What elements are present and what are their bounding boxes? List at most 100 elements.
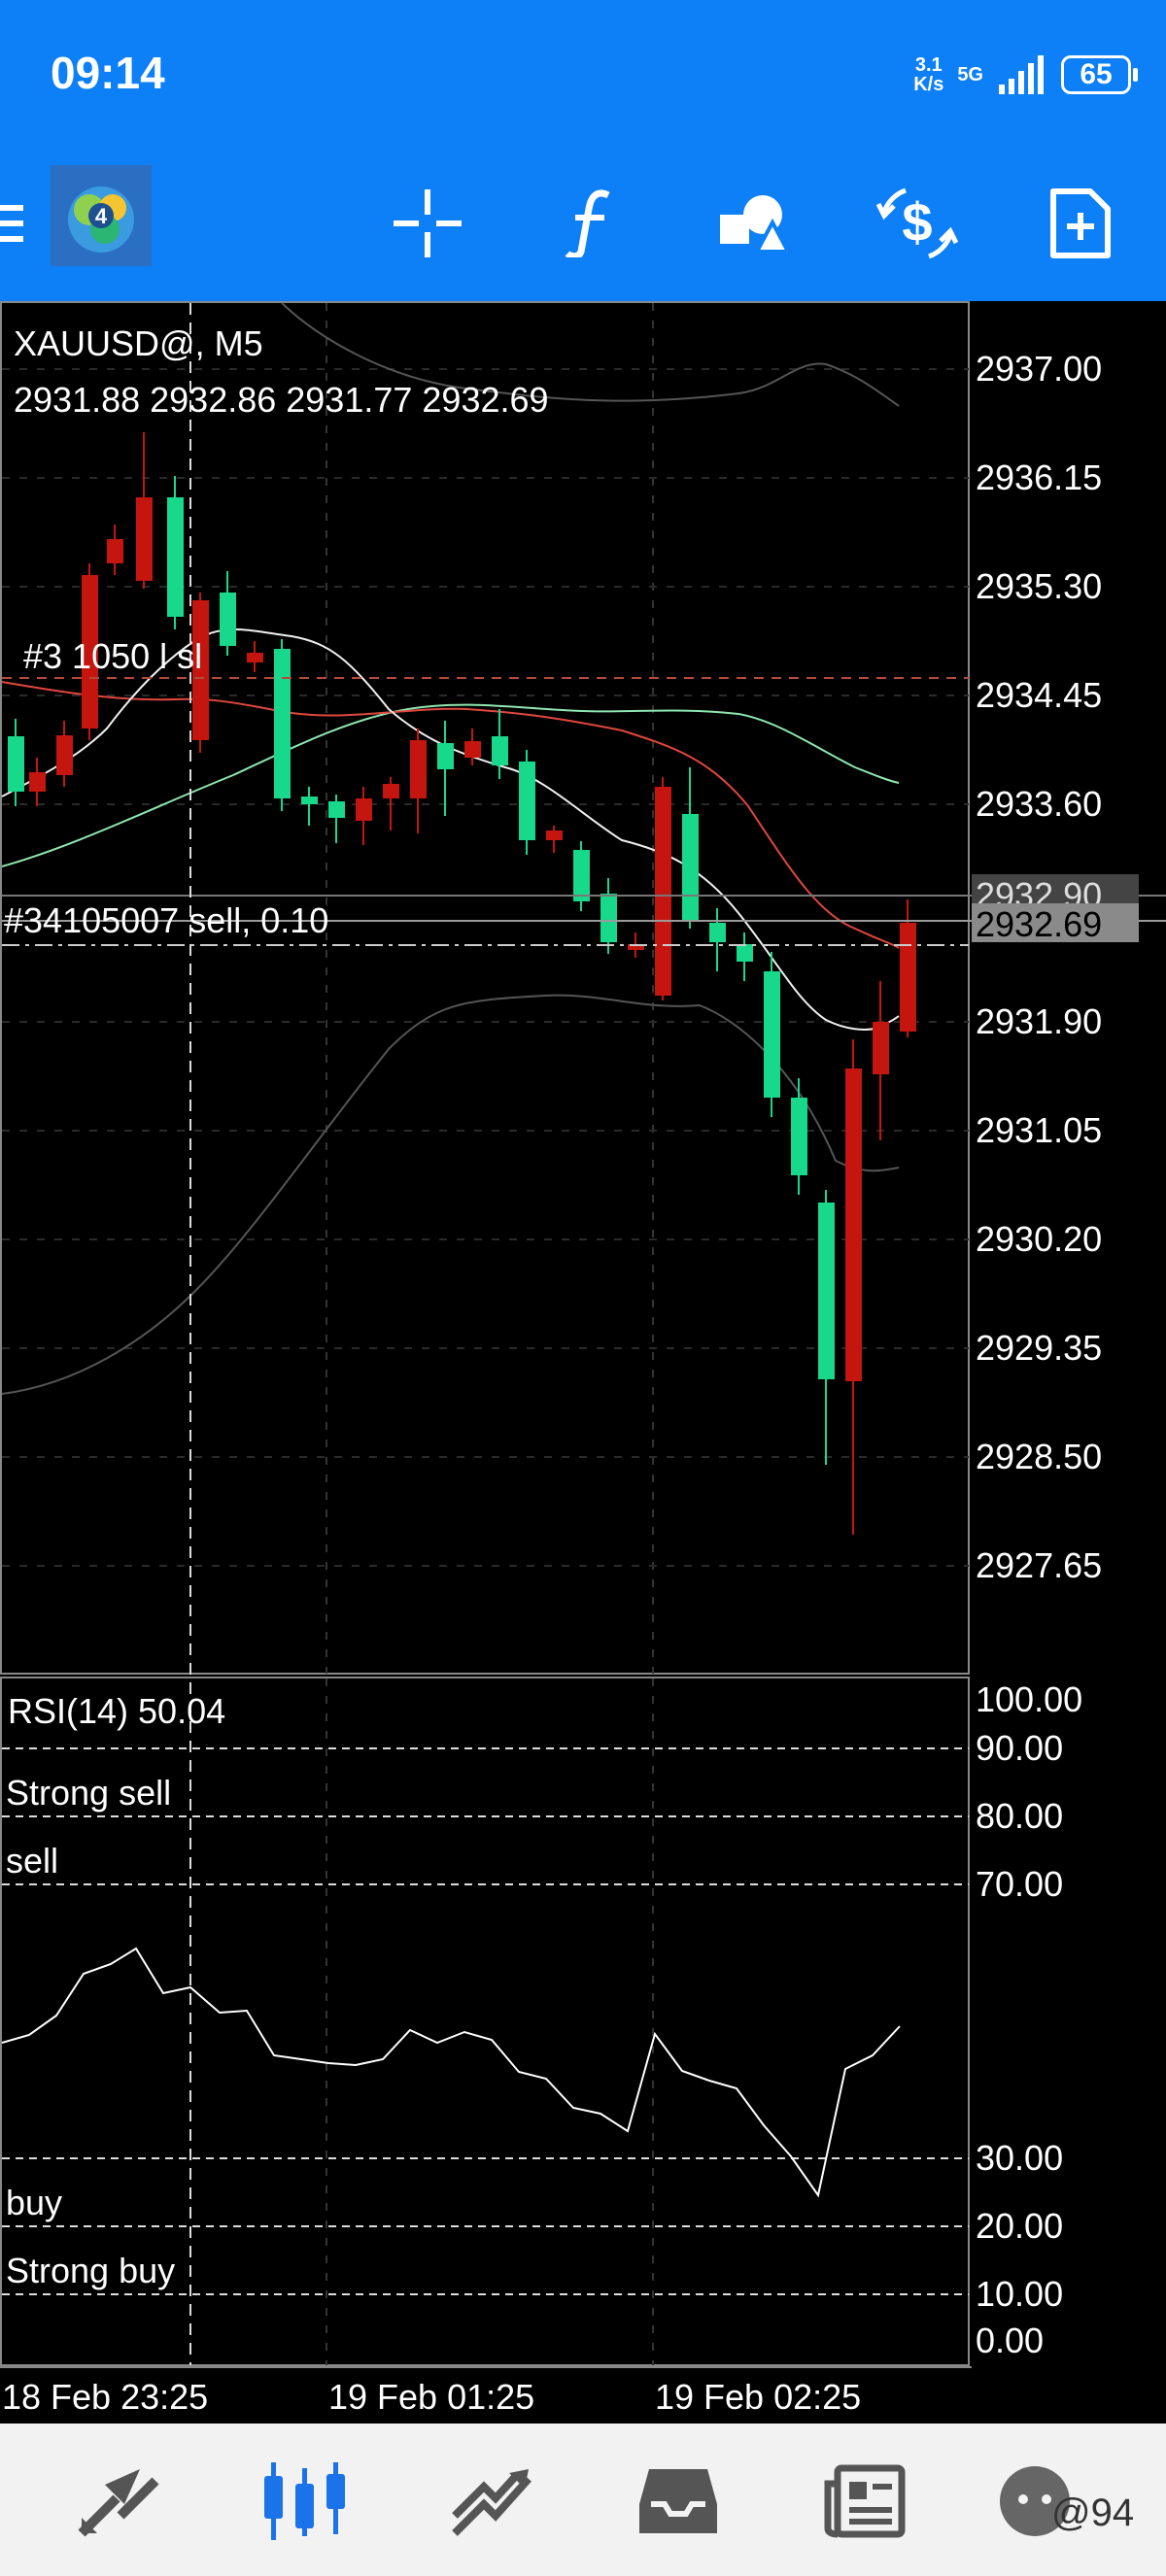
bottom-tab-bar: @94 xyxy=(0,2423,1166,2576)
candle-body xyxy=(136,497,153,581)
time-label: 18 Feb 23:25 xyxy=(2,2377,208,2417)
candle-body xyxy=(82,575,98,729)
time-label: 19 Feb 02:25 xyxy=(655,2377,861,2417)
rsi-line xyxy=(1,1947,901,2198)
ohlc-values: 2931.88 2932.86 2931.77 2932.69 xyxy=(14,380,549,420)
svg-text:90.00: 90.00 xyxy=(976,1728,1063,1768)
candle-body xyxy=(56,735,73,775)
chart-area[interactable]: XAUUSD@, M5 2931.88 2932.86 2931.77 2932… xyxy=(0,301,1166,2423)
trade-tab-icon[interactable] xyxy=(443,2462,540,2540)
vertical-grid xyxy=(326,303,654,2365)
candle-body xyxy=(167,497,184,617)
price-axis: 2937.00 2936.15 2935.30 2934.45 2933.60 … xyxy=(976,349,1102,1585)
price-label: 2934.45 xyxy=(976,675,1102,715)
band-upper-line xyxy=(281,302,900,407)
svg-text:10.00: 10.00 xyxy=(976,2274,1063,2314)
chart-tab-icon[interactable] xyxy=(257,2462,354,2540)
candle-body xyxy=(247,653,263,662)
candle-body xyxy=(192,600,209,740)
candle-body xyxy=(356,798,372,821)
watermark: @94 xyxy=(1051,2491,1135,2534)
svg-text:100.00: 100.00 xyxy=(976,1679,1082,1719)
candle-body xyxy=(437,743,454,769)
price-chart[interactable]: XAUUSD@, M5 2931.88 2932.86 2931.77 2932… xyxy=(0,301,1166,2423)
menu-icon[interactable] xyxy=(0,175,68,272)
price-label: 2933.60 xyxy=(976,784,1102,824)
quotes-tab-icon[interactable] xyxy=(70,2462,167,2540)
rsi-zone-buy: buy xyxy=(6,2183,62,2222)
candle-body xyxy=(900,923,916,1032)
ma-green-line xyxy=(1,703,900,867)
candle-body xyxy=(328,801,345,818)
svg-text:$: $ xyxy=(902,191,932,253)
price-label: 2935.30 xyxy=(976,566,1102,606)
candle-body xyxy=(519,762,535,840)
chart-toolbar: 4 $ xyxy=(0,146,1166,301)
trade-dollar-icon[interactable]: $ xyxy=(869,175,966,272)
candle-body xyxy=(791,1098,807,1175)
news-tab-icon[interactable] xyxy=(816,2462,913,2540)
svg-text:20.00: 20.00 xyxy=(976,2206,1063,2246)
history-tab-icon[interactable] xyxy=(630,2462,727,2540)
horizontal-grid xyxy=(2,368,969,1567)
rsi-level-lines xyxy=(2,1747,969,2295)
status-time: 09:14 xyxy=(51,48,165,98)
candle-body xyxy=(682,814,699,921)
candle-body xyxy=(845,1068,862,1381)
time-label: 19 Feb 01:25 xyxy=(328,2377,534,2417)
svg-text:0.00: 0.00 xyxy=(976,2321,1044,2360)
candle-body xyxy=(600,894,617,942)
candle-body xyxy=(655,787,671,996)
svg-text:4: 4 xyxy=(95,204,108,228)
candle-body xyxy=(410,740,427,798)
candle-body xyxy=(737,944,753,962)
candle-body xyxy=(764,971,780,1098)
candle-body xyxy=(301,797,318,804)
bid-price-box xyxy=(972,903,1139,942)
battery-icon: 65 xyxy=(1061,55,1138,94)
price-label: 2929.35 xyxy=(976,1328,1102,1368)
price-label: 2936.15 xyxy=(976,458,1102,497)
rsi-title: RSI(14) 50.04 xyxy=(8,1691,225,1731)
ma-red-line xyxy=(1,681,900,949)
candle-body xyxy=(220,593,236,646)
candle-body xyxy=(709,923,726,942)
svg-text:70.00: 70.00 xyxy=(976,1864,1063,1904)
candle-body xyxy=(464,741,481,758)
candle-body xyxy=(628,944,644,950)
price-label: 2928.50 xyxy=(976,1437,1102,1476)
app-logo-icon[interactable]: 4 xyxy=(51,165,152,266)
crosshair-icon[interactable] xyxy=(379,175,476,272)
indicators-f-icon[interactable] xyxy=(542,175,639,272)
price-label: 2930.20 xyxy=(976,1219,1102,1259)
main-chart-frame xyxy=(0,301,970,1675)
candlesticks xyxy=(8,432,916,1535)
candle-body xyxy=(107,539,123,563)
candle-body xyxy=(8,736,24,792)
symbol-title: XAUUSD@, M5 xyxy=(14,323,263,363)
new-document-icon[interactable] xyxy=(1032,175,1129,272)
rsi-zone-strong-buy: Strong buy xyxy=(6,2251,175,2290)
bid-price: 2932.69 xyxy=(976,904,1102,944)
order-label-top: #3 1050 l sl xyxy=(23,636,202,676)
community-tab-icon[interactable] xyxy=(991,2462,1088,2540)
network-type: 5G xyxy=(957,64,983,85)
order-label: #34105007 sell, 0.10 xyxy=(4,900,328,940)
status-bar: 09:14 3.1 K/s 5G 65 xyxy=(0,0,1166,146)
candle-body xyxy=(818,1203,835,1379)
candle-body xyxy=(383,784,399,798)
candle-body xyxy=(573,850,590,901)
time-axis: 18 Feb 23:25 19 Feb 01:25 19 Feb 02:25 xyxy=(2,2377,861,2417)
rsi-zone-sell: sell xyxy=(6,1841,58,1881)
svg-text:30.00: 30.00 xyxy=(976,2138,1063,2178)
rsi-zone-strong-sell: Strong sell xyxy=(6,1773,171,1813)
net-speed: 3.1 K/s xyxy=(913,54,944,95)
objects-shapes-icon[interactable] xyxy=(705,175,803,272)
candle-body xyxy=(274,649,291,798)
candle-body xyxy=(546,830,563,840)
candle-body xyxy=(873,1022,889,1074)
price-label: 2931.05 xyxy=(976,1110,1102,1150)
svg-text:80.00: 80.00 xyxy=(976,1796,1063,1836)
price-label: 2931.90 xyxy=(976,1001,1102,1041)
status-right: 3.1 K/s 5G 65 xyxy=(913,51,1138,99)
